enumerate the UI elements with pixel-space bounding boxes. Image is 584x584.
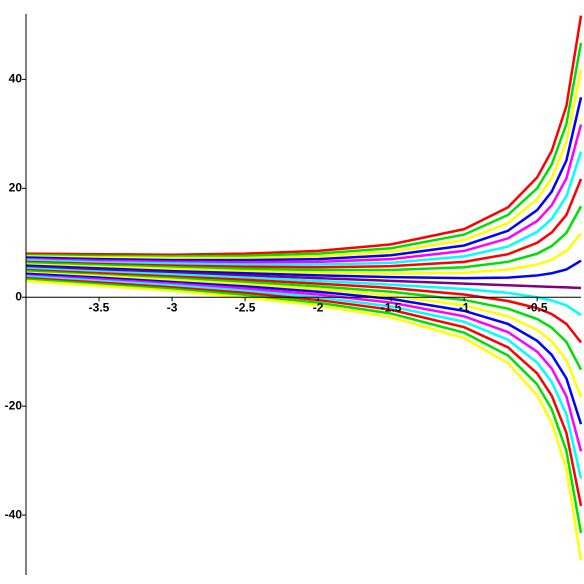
curve xyxy=(25,267,582,317)
curve xyxy=(25,268,582,344)
y-tick-label: 20 xyxy=(9,180,23,194)
x-tick-label: -1 xyxy=(459,300,470,314)
x-tick-label: -1.5 xyxy=(381,300,402,314)
y-tick-label: 0 xyxy=(15,289,22,303)
x-tick-label: -2.5 xyxy=(235,300,256,314)
curve xyxy=(25,205,583,272)
curve xyxy=(25,42,583,258)
curve xyxy=(25,279,583,561)
curve xyxy=(25,274,583,452)
x-tick-label: -3 xyxy=(167,300,178,314)
curve xyxy=(25,124,583,264)
curve xyxy=(25,266,582,290)
curve xyxy=(25,69,583,260)
curve xyxy=(25,97,583,262)
y-tick-label: -40 xyxy=(5,507,23,521)
curve xyxy=(25,232,582,276)
curve xyxy=(25,269,583,371)
curve xyxy=(25,178,583,269)
y-tick-label: -20 xyxy=(5,398,23,412)
curve xyxy=(25,275,583,479)
curve xyxy=(25,15,583,256)
curve xyxy=(25,259,582,280)
x-tick-label: -3.5 xyxy=(89,300,110,314)
curve xyxy=(25,271,583,398)
curve xyxy=(25,151,583,266)
y-tick-label: 40 xyxy=(9,72,23,86)
curve xyxy=(25,276,583,507)
x-tick-label: -0.5 xyxy=(527,300,548,314)
x-tick-label: -2 xyxy=(313,300,324,314)
curve xyxy=(25,272,583,425)
curve xyxy=(25,278,583,534)
